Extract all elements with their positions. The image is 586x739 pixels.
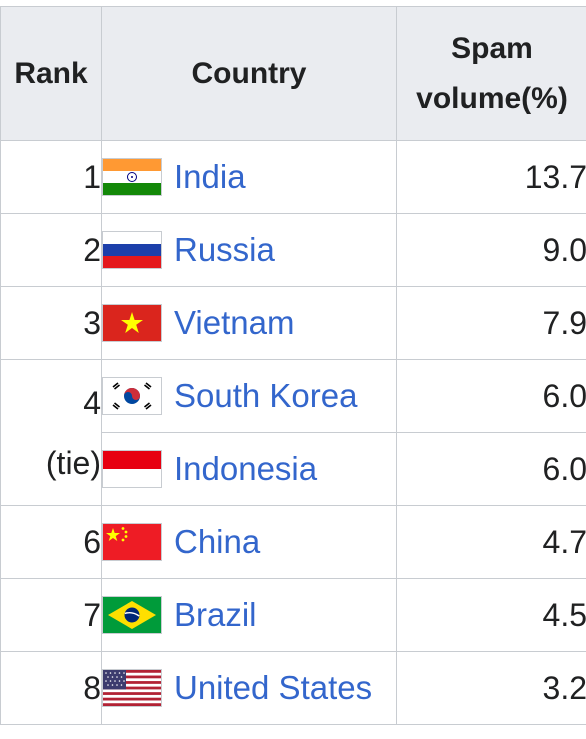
rank-cell: 8 (0, 651, 102, 725)
india-flag-icon (102, 158, 162, 196)
country-cell: China (101, 505, 397, 579)
rank-cell: 3 (0, 286, 102, 360)
volume-cell: 4.7 (396, 505, 586, 579)
table-row: 4 (tie) (0, 359, 586, 506)
country-link[interactable]: United States (174, 669, 373, 706)
table-row: 1 India 13.7 (0, 140, 586, 214)
vietnam-flag-icon (102, 304, 162, 342)
spam-header-line2: volume(%) (416, 81, 568, 115)
country-cell: United States (101, 651, 397, 725)
south-korea-flag-icon (102, 377, 162, 415)
table-row: Indonesia 6.0 (1, 432, 586, 506)
volume-cell: 6.0 (396, 359, 586, 433)
table-row: 3 Vietnam 7.9 (0, 286, 586, 360)
spam-header-line1: Spam (451, 31, 533, 65)
country-cell: South Korea (101, 359, 397, 433)
table-row: 7 Brazil 4.5 (0, 578, 586, 652)
spam-volume-header[interactable]: Spam volume(%) (396, 6, 586, 141)
rank-cell: 1 (0, 140, 102, 214)
indonesia-flag-icon (102, 450, 162, 488)
usa-flag-icon (102, 669, 162, 707)
country-link[interactable]: Brazil (174, 596, 257, 633)
country-cell: Vietnam (101, 286, 397, 360)
country-link[interactable]: China (174, 523, 261, 560)
table-row: 2 Russia 9.0 (0, 213, 586, 287)
volume-cell: 7.9 (396, 286, 586, 360)
volume-cell: 4.5 (396, 578, 586, 652)
rank-cell: 6 (0, 505, 102, 579)
country-link[interactable]: Russia (174, 231, 275, 268)
rank-number: 4 (83, 384, 101, 421)
rank-tie-note: (tie) (45, 444, 101, 481)
rank-cell: 2 (0, 213, 102, 287)
country-cell: Russia (101, 213, 397, 287)
rank-cell-tie: 4 (tie) (0, 359, 102, 506)
country-link[interactable]: South Korea (174, 377, 358, 414)
volume-cell: 9.0 (396, 213, 586, 287)
country-header[interactable]: Country (101, 6, 397, 141)
spam-volume-table: Rank Country Spam volume(%) 1 (0, 6, 586, 725)
volume-cell: 13.7 (396, 140, 586, 214)
country-link[interactable]: Indonesia (174, 450, 318, 487)
china-flag-icon (102, 523, 162, 561)
country-cell: India (101, 140, 397, 214)
volume-cell: 3.2 (396, 651, 586, 725)
table-row: 6 China 4.7 (0, 505, 586, 579)
header-row: Rank Country Spam volume(%) (0, 6, 586, 141)
rank-cell: 7 (0, 578, 102, 652)
country-cell: Brazil (101, 578, 397, 652)
russia-flag-icon (102, 231, 162, 269)
rank-header[interactable]: Rank (0, 6, 102, 141)
country-link[interactable]: India (174, 158, 246, 195)
brazil-flag-icon (102, 596, 162, 634)
country-link[interactable]: Vietnam (174, 304, 295, 341)
table-row: 8 (0, 651, 586, 725)
country-cell: Indonesia (101, 432, 397, 506)
volume-cell: 6.0 (396, 432, 586, 506)
